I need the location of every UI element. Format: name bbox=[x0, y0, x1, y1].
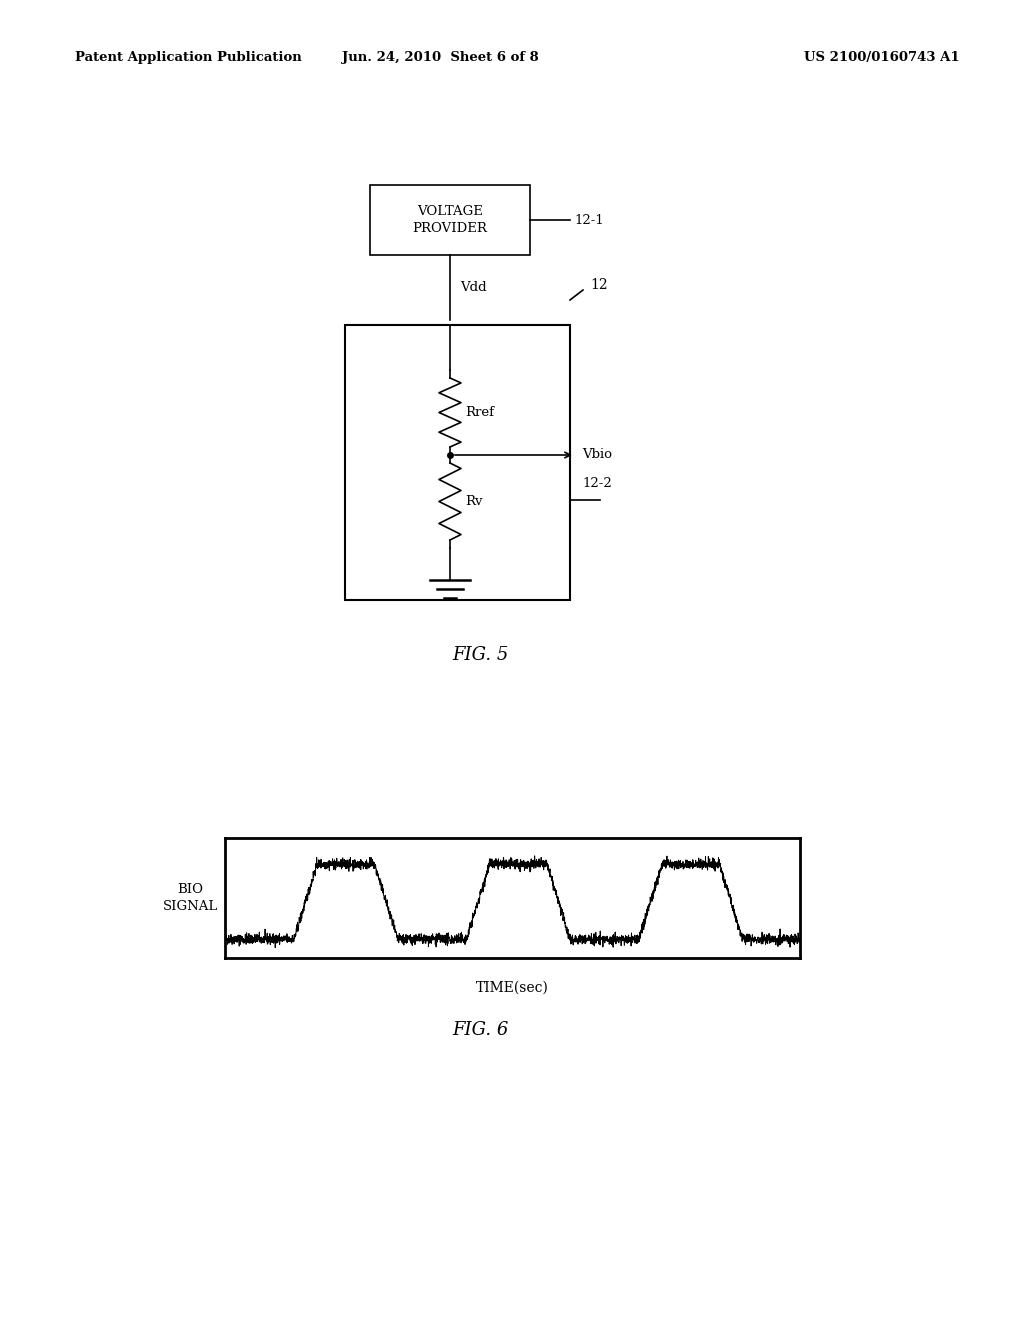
Text: Patent Application Publication: Patent Application Publication bbox=[75, 50, 302, 63]
Text: Vbio: Vbio bbox=[582, 449, 612, 462]
Text: 12: 12 bbox=[590, 279, 607, 292]
Text: VOLTAGE
PROVIDER: VOLTAGE PROVIDER bbox=[413, 205, 487, 235]
Bar bbox=[370, 185, 530, 255]
Text: Rref: Rref bbox=[465, 407, 494, 418]
Text: 12-2: 12-2 bbox=[582, 477, 611, 490]
Text: FIG. 6: FIG. 6 bbox=[452, 1020, 508, 1039]
Text: TIME(sec): TIME(sec) bbox=[476, 981, 549, 995]
Text: Vdd: Vdd bbox=[460, 281, 486, 294]
Text: BIO
SIGNAL: BIO SIGNAL bbox=[163, 883, 218, 913]
Text: 12-1: 12-1 bbox=[574, 214, 604, 227]
Text: US 2100/0160743 A1: US 2100/0160743 A1 bbox=[805, 50, 961, 63]
Text: FIG. 5: FIG. 5 bbox=[452, 645, 508, 664]
Text: Jun. 24, 2010  Sheet 6 of 8: Jun. 24, 2010 Sheet 6 of 8 bbox=[342, 50, 539, 63]
Bar bbox=[345, 325, 570, 601]
Text: Rv: Rv bbox=[465, 495, 482, 508]
